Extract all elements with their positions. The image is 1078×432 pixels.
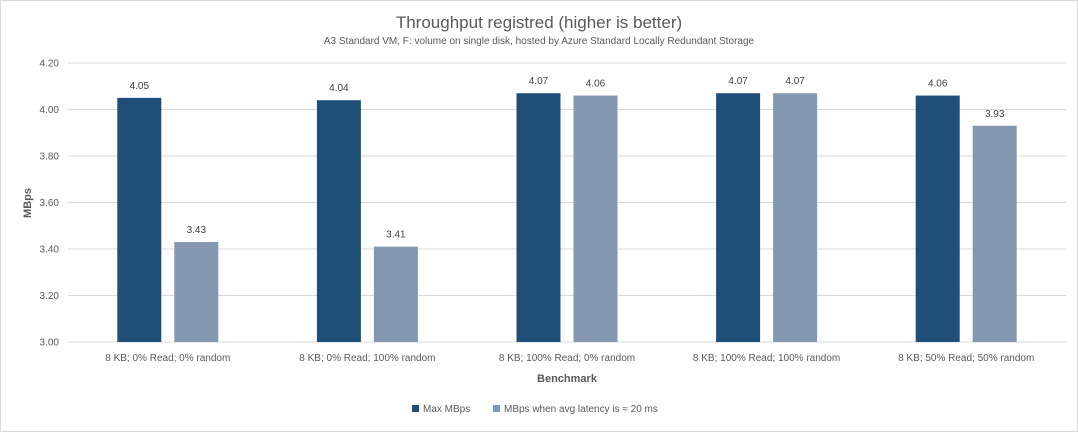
bars bbox=[117, 93, 1017, 343]
data-label: 4.07 bbox=[785, 76, 805, 87]
data-label: 4.04 bbox=[329, 83, 349, 94]
bar-max-mbps bbox=[915, 95, 960, 342]
bar-latency-mbps bbox=[773, 93, 818, 342]
data-label: 3.41 bbox=[386, 230, 406, 241]
y-tick-label: 4.00 bbox=[40, 105, 60, 116]
data-label: 3.93 bbox=[985, 109, 1005, 120]
data-label: 4.07 bbox=[529, 76, 549, 87]
data-labels: 4.05 3.43 4.04 3.41 4.07 4.06 4.07 4.07 4.06 3.93 bbox=[130, 76, 1005, 240]
bar-latency-mbps bbox=[573, 95, 618, 342]
y-tick-labels: 3.00 3.20 3.40 3.60 3.80 4.00 4.20 bbox=[40, 59, 60, 349]
data-label: 4.06 bbox=[586, 79, 606, 90]
bar-max-mbps bbox=[117, 97, 162, 342]
category-label: 8 KB; 0% Read; 100% random bbox=[299, 353, 435, 364]
bar-max-mbps bbox=[516, 93, 561, 342]
category-label: 8 KB; 0% Read; 0% random bbox=[105, 353, 230, 364]
bar-latency-mbps bbox=[373, 246, 418, 342]
y-tick-label: 3.40 bbox=[40, 245, 60, 256]
data-label: 4.07 bbox=[728, 76, 748, 87]
legend-swatch bbox=[493, 405, 500, 412]
y-axis-title: MBps bbox=[22, 188, 34, 218]
gridlines bbox=[68, 62, 1066, 343]
y-tick-label: 4.20 bbox=[40, 59, 60, 70]
legend-label: Max MBps bbox=[423, 404, 470, 415]
data-label: 4.06 bbox=[928, 79, 948, 90]
data-label: 3.43 bbox=[187, 225, 207, 236]
y-tick-label: 3.00 bbox=[40, 338, 60, 349]
chart-subtitle: A3 Standard VM, F: volume on single disk… bbox=[324, 36, 755, 47]
bar-latency-mbps bbox=[174, 242, 219, 342]
category-label: 8 KB; 50% Read; 50% random bbox=[898, 353, 1034, 364]
category-labels: 8 KB; 0% Read; 0% random 8 KB; 0% Read; 1… bbox=[105, 353, 1034, 364]
category-label: 8 KB; 100% Read; 100% random bbox=[693, 353, 840, 364]
chart-title: Throughput registred (higher is better) bbox=[396, 13, 682, 32]
bar-latency-mbps bbox=[972, 125, 1017, 343]
legend: Max MBps MBps when avg latency is ≈ 20 ms bbox=[412, 404, 658, 415]
y-tick-label: 3.60 bbox=[40, 198, 60, 209]
bar-max-mbps bbox=[316, 100, 361, 342]
y-tick-label: 3.20 bbox=[40, 291, 60, 302]
data-label: 4.05 bbox=[130, 81, 150, 92]
category-label: 8 KB; 100% Read; 0% random bbox=[499, 353, 635, 364]
x-axis-title: Benchmark bbox=[537, 373, 598, 385]
y-tick-label: 3.80 bbox=[40, 152, 60, 163]
bar-max-mbps bbox=[716, 93, 761, 342]
legend-label: MBps when avg latency is ≈ 20 ms bbox=[504, 404, 658, 415]
legend-swatch bbox=[412, 405, 419, 412]
